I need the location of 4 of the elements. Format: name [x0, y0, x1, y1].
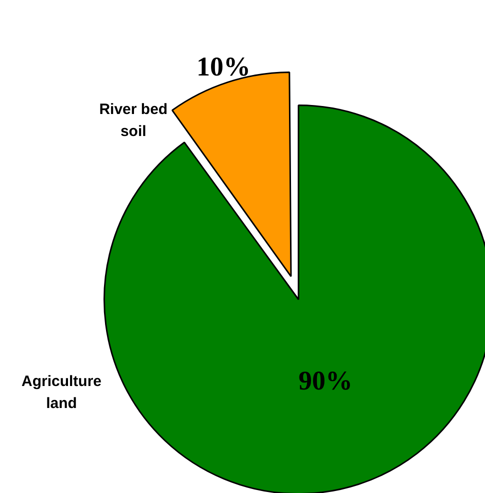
- slice-label: River bed soil: [99, 100, 168, 140]
- data-label: 90%: [298, 366, 353, 396]
- data-label: 10%: [196, 52, 251, 82]
- slice-label: Agriculture land: [22, 372, 102, 412]
